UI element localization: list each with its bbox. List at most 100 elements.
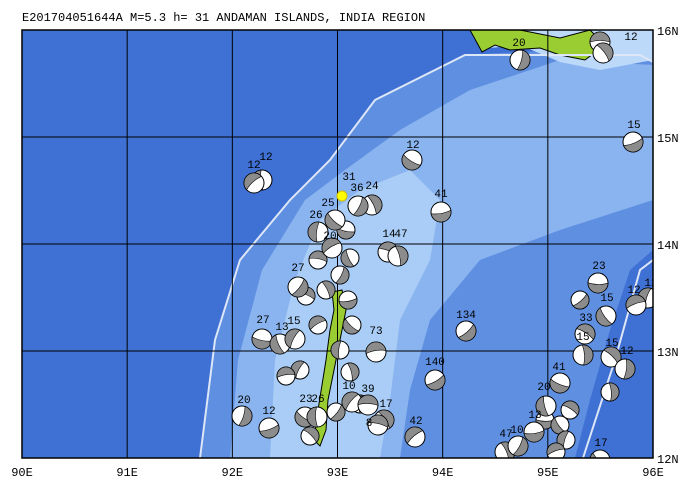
depth-label: 41 bbox=[434, 189, 448, 201]
depth-label: 26 bbox=[309, 210, 322, 222]
depth-label: 36 bbox=[350, 183, 363, 195]
depth-label: 41 bbox=[552, 362, 566, 374]
depth-label: 31 bbox=[342, 172, 356, 184]
mechanism-lobe bbox=[340, 249, 355, 268]
depth-label: 20 bbox=[323, 231, 336, 243]
mechanism-lobe bbox=[321, 237, 342, 254]
depth-label: 17 bbox=[594, 438, 607, 450]
mechanism-lobe bbox=[308, 315, 327, 331]
y-label: 14N bbox=[657, 239, 679, 253]
depth-label: 73 bbox=[369, 326, 382, 338]
depth-label: 10 bbox=[510, 425, 523, 437]
mechanism-lobe bbox=[404, 426, 424, 444]
land bbox=[469, 30, 606, 61]
mechanism-lobe bbox=[581, 344, 594, 366]
depth-label: 8 bbox=[366, 418, 373, 430]
mechanism-lobe bbox=[335, 266, 350, 285]
mechanism-lobe bbox=[276, 366, 296, 378]
shelf bbox=[270, 170, 440, 458]
depth-label: 140 bbox=[425, 357, 445, 369]
mechanism-lobe bbox=[269, 334, 285, 355]
mechanism-lobe bbox=[623, 358, 636, 380]
x-label: 91E bbox=[116, 466, 138, 480]
depth-label: 12 bbox=[624, 32, 637, 44]
mechanism-lobe bbox=[546, 442, 565, 456]
depth-label: 134 bbox=[456, 310, 476, 322]
mechanism-lobe bbox=[367, 194, 383, 215]
depth-label: 12 bbox=[247, 160, 260, 172]
mechanism-lobe bbox=[365, 341, 387, 355]
mechanism-lobe bbox=[596, 42, 614, 62]
depth-label: 17 bbox=[379, 399, 392, 411]
depth-label: 12 bbox=[644, 278, 657, 290]
mechanism-lobe bbox=[330, 340, 342, 360]
depth-label: 59 bbox=[594, 16, 607, 28]
mechanism-lobe bbox=[259, 424, 280, 439]
depth-label: 15 bbox=[287, 316, 300, 328]
mechanism-lobe bbox=[587, 282, 609, 294]
depth-label: 27 bbox=[256, 315, 269, 327]
mechanism-lobe bbox=[342, 318, 360, 335]
mechanism-lobe bbox=[291, 278, 309, 298]
depth-label: 15 bbox=[600, 293, 613, 305]
mechanism-lobe bbox=[352, 196, 369, 217]
mechanism-lobe bbox=[623, 137, 644, 153]
x-label: 95E bbox=[537, 466, 559, 480]
depth-label: 26 bbox=[311, 394, 324, 406]
plate-boundary bbox=[582, 259, 653, 458]
depth-label: 47 bbox=[499, 429, 512, 441]
mechanism-lobe bbox=[576, 323, 596, 340]
x-label: 90E bbox=[11, 466, 33, 480]
depth-label: 47 bbox=[394, 229, 407, 241]
x-label: 93E bbox=[327, 466, 349, 480]
mechanism-lobe bbox=[336, 227, 356, 240]
mechanism-lobe bbox=[284, 328, 301, 349]
mechanism-lobe bbox=[324, 212, 343, 231]
depth-label: 14 bbox=[382, 229, 396, 241]
mechanism-lobe bbox=[357, 394, 379, 406]
mechanism-lobe bbox=[347, 362, 360, 382]
mechanism-lobe bbox=[512, 436, 529, 457]
mechanism-lobe bbox=[625, 294, 646, 309]
depth-label: 42 bbox=[409, 416, 422, 428]
depth-label: 13 bbox=[275, 322, 288, 334]
x-label: 92E bbox=[222, 466, 244, 480]
mechanism-lobe bbox=[535, 395, 549, 417]
depth-label: 15 bbox=[576, 332, 589, 344]
depth-label: 10 bbox=[342, 381, 355, 393]
mechanism-lobe bbox=[572, 293, 590, 310]
mechanism-lobe bbox=[549, 378, 570, 394]
mechanism-lobe bbox=[306, 406, 318, 428]
depth-label: 13 bbox=[528, 410, 541, 422]
depth-label: 39 bbox=[361, 384, 374, 396]
mechanism-lobe bbox=[307, 221, 320, 243]
mechanism-lobe bbox=[303, 426, 320, 443]
mechanism-lobe bbox=[341, 391, 359, 411]
mechanism-lobe bbox=[523, 430, 545, 443]
depth-label: 20 bbox=[537, 382, 550, 394]
depth-label: 15 bbox=[627, 120, 640, 132]
mechanism-lobe bbox=[238, 406, 253, 427]
mechanism-lobe bbox=[457, 323, 477, 342]
mechanism-lobe bbox=[394, 245, 409, 267]
depth-label: 23 bbox=[592, 261, 605, 273]
y-label: 15N bbox=[657, 132, 679, 146]
mechanism-lobe bbox=[516, 49, 531, 71]
depth-label: 15 bbox=[605, 338, 618, 350]
map-title: E201704051644A M=5.3 h= 31 ANDAMAN ISLAN… bbox=[22, 11, 425, 25]
depth-label: 23 bbox=[299, 394, 312, 406]
depth-label: 20 bbox=[512, 38, 525, 50]
epicenter bbox=[336, 190, 348, 202]
depth-label: 25 bbox=[321, 198, 334, 210]
mechanism-lobe bbox=[589, 31, 611, 43]
mechanism-lobe bbox=[321, 280, 336, 299]
mechanism-lobe bbox=[608, 382, 620, 402]
x-label: 96E bbox=[642, 466, 664, 480]
mechanism-lobe bbox=[430, 209, 452, 223]
y-label: 12N bbox=[657, 453, 679, 467]
mechanism-lobe bbox=[595, 307, 613, 327]
depth-label: 33 bbox=[579, 313, 592, 325]
